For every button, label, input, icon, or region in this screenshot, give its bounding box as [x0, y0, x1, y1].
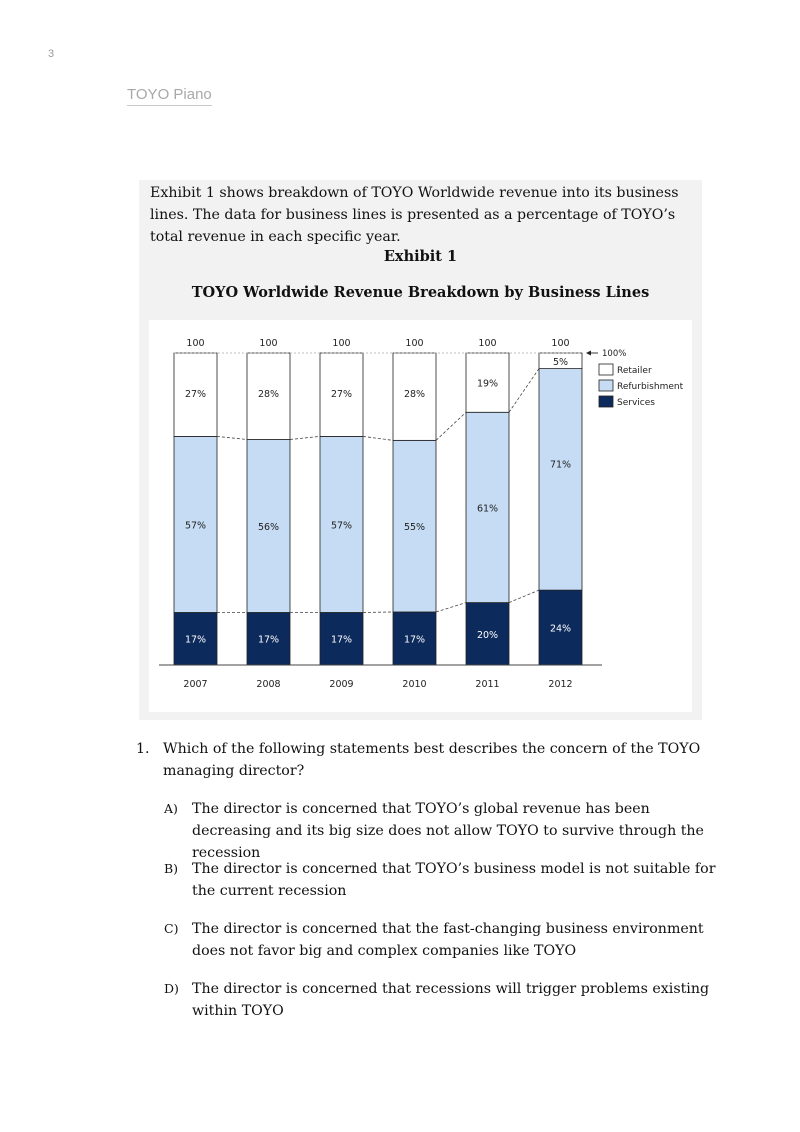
exhibit-label: Exhibit 1 — [383, 248, 458, 265]
option-letter: A) — [164, 801, 178, 816]
data-label: 56% — [258, 522, 279, 533]
total-label: 100 — [259, 338, 277, 349]
data-label: 57% — [185, 520, 206, 531]
bar-segment-retailer — [319, 352, 364, 437]
total-label: 100 — [405, 338, 423, 349]
page-number: 3 — [48, 48, 55, 60]
bar-segment-retailer — [246, 352, 291, 440]
option-text: The director is concerned that recession… — [192, 981, 710, 1019]
segment-connector-line — [289, 436, 321, 440]
reference-arrow-head — [586, 350, 591, 356]
segment-connector-line — [435, 602, 467, 613]
total-label: 100 — [551, 338, 569, 349]
x-tick-label: 2009 — [329, 679, 353, 690]
stacked-bar-chart: 17% 57% 27% 100 2007 17% 56% 28% 100 2008 17% 57% 27… — [159, 338, 684, 690]
legend-swatch-services — [598, 395, 614, 408]
data-label: 17% — [185, 635, 206, 646]
bar-segment-retailer — [465, 352, 510, 413]
legend-label: Retailer — [617, 366, 652, 376]
option-letter: D) — [164, 981, 179, 996]
data-label: 55% — [404, 522, 425, 533]
x-tick-label: 2008 — [256, 679, 280, 690]
option-text: The director is concerned that TOYO’s bu… — [192, 861, 716, 899]
option-letter: B) — [164, 861, 179, 876]
bar-segment-refurbishment — [246, 439, 291, 613]
bar-segment-services — [173, 612, 218, 666]
segment-connector-line — [508, 368, 540, 413]
bar-segment-refurbishment — [319, 436, 364, 613]
bar-segment-services — [246, 612, 291, 666]
data-label: 71% — [550, 460, 571, 471]
option-letter: C) — [164, 921, 179, 936]
legend-label: Refurbishment — [617, 382, 684, 392]
segment-connector-line — [216, 436, 248, 440]
segment-connector-line — [435, 411, 467, 441]
total-label: 100 — [478, 338, 496, 349]
document-header-title: TOYO Piano — [127, 86, 212, 106]
bar-segment-refurbishment — [392, 439, 437, 613]
reference-line-label: 100% — [602, 349, 626, 359]
data-label: 5% — [553, 357, 568, 368]
data-label: 28% — [258, 389, 279, 400]
bar-segment-refurbishment — [173, 436, 218, 613]
legend-label: Services — [617, 398, 655, 408]
bar-segment-refurbishment — [538, 368, 583, 591]
bar-segment-services — [538, 589, 583, 666]
chart-title: TOYO Worldwide Revenue Breakdown by Busi… — [191, 284, 650, 301]
option-text: The director is concerned that TOYO’s gl… — [192, 801, 704, 861]
segment-connector-line — [362, 436, 394, 441]
exhibit-intro-text: Exhibit 1 shows breakdown of TOYO Worldw… — [150, 185, 679, 245]
data-label: 27% — [331, 389, 352, 400]
segment-connector-line — [508, 589, 540, 603]
total-label: 100 — [186, 338, 204, 349]
data-label: 17% — [258, 635, 279, 646]
legend-swatch-refurbishment — [598, 379, 614, 392]
data-label: 27% — [185, 389, 206, 400]
x-tick-label: 2007 — [183, 679, 207, 690]
data-label: 20% — [477, 630, 498, 641]
data-label: 61% — [477, 503, 498, 514]
data-label: 19% — [477, 379, 498, 390]
question-number: 1. — [136, 741, 150, 757]
bar-segment-retailer — [392, 352, 437, 441]
data-label: 24% — [550, 624, 571, 635]
bar-segment-services — [392, 611, 437, 666]
data-label: 28% — [404, 389, 425, 400]
data-label: 17% — [331, 635, 352, 646]
x-tick-label: 2010 — [402, 679, 426, 690]
x-tick-label: 2012 — [548, 679, 572, 690]
x-tick-label: 2011 — [475, 679, 499, 690]
legend-swatch-retailer — [598, 363, 614, 376]
chart-panel: 17% 57% 27% 100 2007 17% 56% 28% 100 2008 17% 57% 27… — [149, 320, 692, 712]
total-label: 100 — [332, 338, 350, 349]
option-text: The director is concerned that the fast-… — [192, 921, 704, 959]
data-label: 17% — [404, 634, 425, 645]
question-text: Which of the following statements best d… — [163, 741, 701, 779]
exhibit-box: Exhibit 1 shows breakdown of TOYO Worldw… — [139, 180, 702, 720]
segment-connector-line — [362, 611, 394, 613]
bar-segment-retailer — [538, 352, 583, 370]
data-label: 57% — [331, 520, 352, 531]
